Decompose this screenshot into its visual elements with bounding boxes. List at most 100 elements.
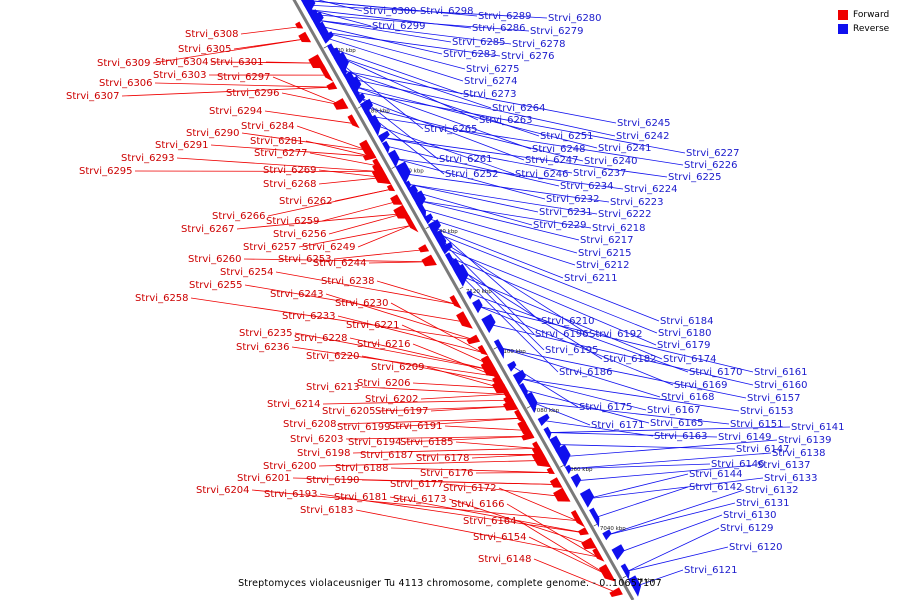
reverse-connector [323,31,466,70]
forward-connector [412,343,496,377]
reverse-connector [429,218,576,266]
forward-connector [251,489,577,522]
forward-gene-label: Strvi_6295 [79,166,133,177]
reverse-connector [349,78,616,137]
reverse-connector [311,9,372,27]
reverse-gene-label: Strvi_6167 [647,405,701,416]
reverse-gene-label: Strvi_6286 [472,23,526,34]
forward-gene-label: Strvi_6269 [263,165,317,176]
forward-gene-label: Strvi_6216 [357,339,411,350]
forward-gene-label: Strvi_6262 [279,196,333,207]
reverse-gene-label: Strvi_6252 [445,169,499,180]
reverse-connector [628,546,729,572]
reverse-connector [478,305,754,373]
forward-gene-label: Strvi_6303 [153,70,207,81]
reverse-gene [382,140,390,154]
reverse-gene [423,213,434,225]
forward-gene [592,547,605,562]
forward-connector [305,140,372,157]
reverse-connector [597,486,689,518]
reverse-connector [395,158,546,200]
forward-gene [326,81,338,90]
forward-gene-label: Strvi_6243 [270,289,324,300]
forward-gene-label: Strvi_6290 [186,128,240,139]
reverse-gene-label: Strvi_6246 [515,169,569,180]
forward-gene-label: Strvi_6201 [237,473,291,484]
forward-gene [609,587,623,597]
axis-tick [593,523,598,527]
forward-gene-label: Strvi_6307 [66,91,120,102]
reverse-connector [357,92,686,154]
reverse-gene-label: Strvi_6131 [736,498,790,509]
reverse-connector [532,402,730,425]
reverse-connector [366,107,584,162]
forward-connector [412,382,502,389]
reverse-gene-label: Strvi_6227 [686,148,740,159]
reverse-connector [437,233,660,322]
forward-connector [328,213,404,235]
forward-gene-label: Strvi_6204 [196,485,250,496]
forward-gene-label: Strvi_6291 [155,140,209,151]
forward-gene-label: Strvi_6177 [390,479,444,490]
reverse-gene-label: Strvi_6217 [580,235,634,246]
forward-gene [531,449,552,468]
reverse-gene [579,488,595,508]
forward-connector [352,447,536,454]
reverse-gene [537,413,550,426]
reverse-gene [555,444,571,468]
reverse-gene-label: Strvi_6160 [754,380,808,391]
forward-connector [240,26,298,35]
reverse-connector [471,293,689,373]
forward-connector [361,355,499,383]
forward-connector [389,496,584,534]
forward-gene-label: Strvi_6284 [241,121,295,132]
reverse-connector [418,200,592,229]
reverse-connector [317,0,363,12]
reverse-gene-label: Strvi_6237 [573,168,627,179]
reverse-gene-label: Strvi_6226 [684,160,738,171]
forward-gene-label: Strvi_6205 [322,406,376,417]
forward-connector [264,110,353,124]
forward-connector [361,386,506,395]
forward-connector [392,417,519,428]
forward-gene-label: Strvi_6178 [416,453,470,464]
forward-gene-label: Strvi_6191 [389,421,443,432]
reverse-gene [377,130,390,143]
reverse-gene-label: Strvi_6133 [764,473,818,484]
forward-connector [355,509,598,558]
reverse-gene-label: Strvi_6222 [598,209,652,220]
reverse-connector [308,4,548,19]
forward-gene-label: Strvi_6154 [473,532,527,543]
reverse-connector [607,502,736,536]
reverse-gene-label: Strvi_6153 [740,406,794,417]
reverse-gene [602,529,612,541]
reverse-gene-label: Strvi_6151 [730,419,784,430]
reverse-gene [524,391,538,414]
reverse-gene-label: Strvi_6137 [757,460,811,471]
forward-gene-label: Strvi_6294 [209,106,263,117]
reverse-connector [316,19,452,43]
forward-gene-label: Strvi_6304 [155,57,209,68]
forward-connector [475,472,550,474]
reverse-gene [564,464,572,475]
axis-tick [391,166,396,169]
reverse-gene-label: Strvi_6215 [578,248,632,259]
reverse-gene [411,190,426,210]
axis-tick [357,106,362,109]
forward-connector [444,425,526,431]
reverse-gene-label: Strvi_6129 [720,523,774,534]
forward-connector [318,169,383,178]
reverse-gene [368,114,381,137]
forward-gene-label: Strvi_6190 [306,475,360,486]
chromosome-axis: 7200 kbp 7180 kbp 7160 kbp 7140 kbp 7120 kbp… [292,0,656,600]
forward-connector [337,315,482,353]
legend-label-forward: Forward [853,10,890,20]
reverse-gene [493,339,505,359]
reverse-gene-label: Strvi_6273 [463,89,517,100]
reverse-gene-label: Strvi_6248 [532,144,586,155]
forward-gene-label: Strvi_6214 [267,399,321,410]
reverse-connector [636,569,684,587]
reverse-connector [376,125,515,175]
forward-connector [338,417,519,425]
